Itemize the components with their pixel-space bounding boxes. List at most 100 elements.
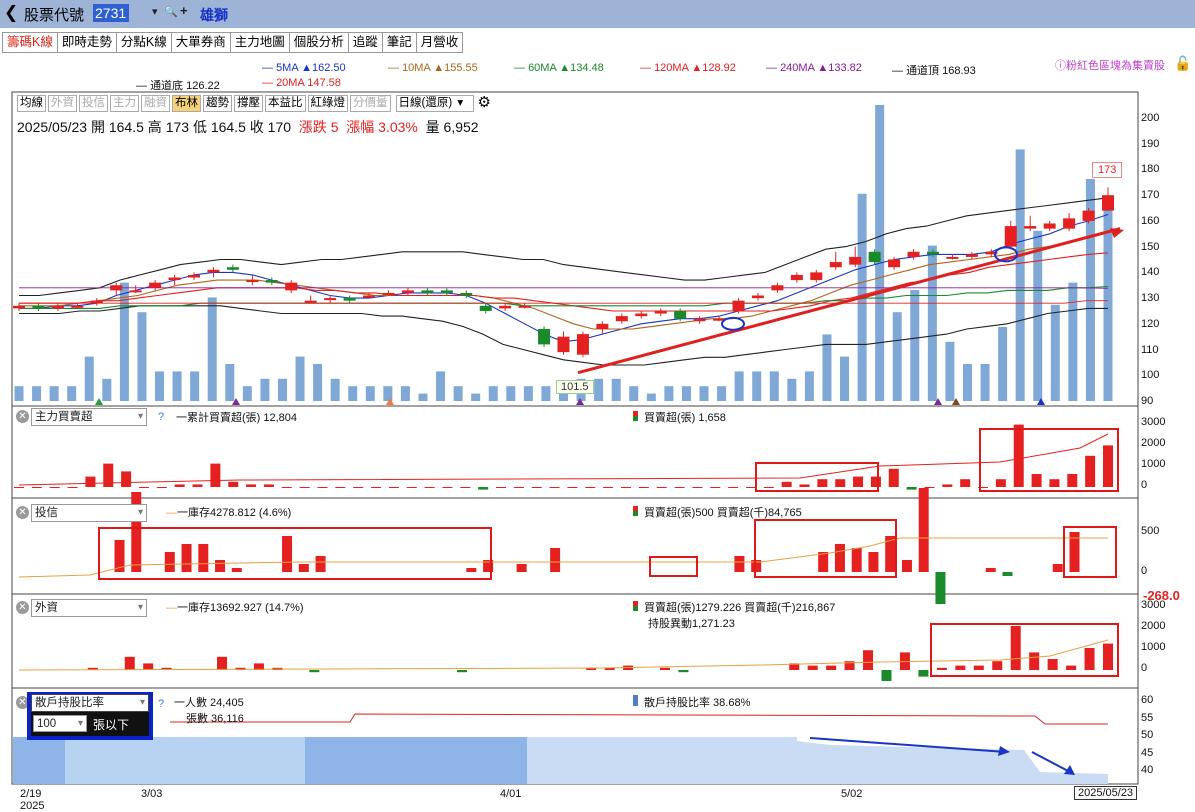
volume-bar — [664, 386, 674, 401]
bar — [315, 556, 326, 572]
tab-large-broker[interactable]: 大單券商 — [171, 32, 231, 53]
period-select[interactable]: 日線(還原) ▾ — [395, 95, 474, 112]
bar — [674, 487, 685, 488]
indicator-select-trust[interactable]: 投信 — [31, 504, 147, 522]
toggle-pe[interactable]: 本益比 — [265, 95, 306, 112]
volume-bar — [471, 393, 481, 401]
toggle-main[interactable]: 主力 — [110, 95, 139, 112]
highlight-box — [98, 527, 492, 580]
close-icon[interactable]: ✕ — [16, 601, 29, 614]
close-icon[interactable]: ✕ — [16, 506, 29, 519]
chevron-left-icon[interactable]: ❮ — [4, 3, 19, 22]
signal-triangle — [934, 398, 942, 405]
toggle-bollinger[interactable]: 布林 — [172, 95, 201, 112]
bar — [217, 656, 228, 670]
candle-body — [32, 305, 45, 309]
bar — [807, 665, 818, 670]
tab-track[interactable]: 追蹤 — [348, 32, 383, 53]
bar — [1069, 532, 1080, 572]
tab-analysis[interactable]: 個股分析 — [289, 32, 349, 53]
people-line — [170, 713, 1108, 725]
bar — [906, 487, 917, 490]
ohlc-readout: 2025/05/23 開 164.5 高 173 低 164.5 收 170 漲… — [17, 119, 479, 135]
indicator-select-main[interactable]: 主力買賣超 — [31, 408, 147, 426]
bar — [942, 484, 953, 487]
volume-bar — [769, 371, 779, 401]
search-icon[interactable]: 🔍 — [164, 6, 178, 18]
candle-body — [51, 305, 64, 309]
legend-ma60: — 60MA ▲134.48 — [514, 62, 604, 74]
volume-bar — [927, 245, 937, 401]
toggle-ma[interactable]: 均線 — [17, 95, 46, 112]
plus-icon[interactable]: + — [180, 3, 188, 18]
candle-body — [421, 290, 434, 293]
toggle-traffic-light[interactable]: 紅綠燈 — [307, 95, 348, 112]
volume-bar — [84, 356, 94, 401]
candle-body — [654, 310, 667, 314]
trust-bar-label: 買賣超(張)500 買賣超(千)84,765 — [633, 504, 802, 520]
bar — [335, 487, 346, 488]
stock-code-input[interactable]: 2731 — [93, 4, 129, 22]
candle-body — [732, 300, 745, 311]
tab-main-map[interactable]: 主力地圖 — [230, 32, 290, 53]
candle-body — [926, 251, 939, 255]
dropdown-icon[interactable]: ▾ — [152, 6, 158, 18]
volume-bar — [330, 378, 340, 401]
axis-tick: 45 — [1141, 746, 1154, 759]
bar — [298, 564, 309, 572]
axis-tick: 90 — [1141, 395, 1154, 407]
threshold-select[interactable]: 100 — [33, 715, 87, 732]
axis-tick: 1000 — [1141, 458, 1166, 470]
help-icon[interactable]: ? — [158, 411, 165, 423]
tab-notes[interactable]: 筆記 — [382, 32, 417, 53]
bar — [87, 667, 98, 670]
candle-body — [713, 318, 726, 321]
tab-monthly-revenue[interactable]: 月營收 — [416, 32, 464, 53]
axis-tick: 1000 — [1141, 641, 1166, 653]
help-icon[interactable]: ? — [158, 698, 165, 710]
annotation-arrow — [1031, 751, 1071, 773]
candle-body — [751, 295, 764, 299]
tab-branch-kline[interactable]: 分點K線 — [116, 32, 172, 53]
toggle-price-volume[interactable]: 分價量 — [350, 95, 391, 112]
volume-bar — [646, 393, 656, 401]
candle-body — [576, 334, 589, 355]
candle-body — [868, 251, 881, 263]
threshold-unit: 張以下 — [93, 718, 130, 732]
volume-bar — [102, 378, 112, 401]
close-icon[interactable]: ✕ — [16, 696, 29, 709]
tab-realtime[interactable]: 即時走勢 — [57, 32, 117, 53]
toggle-margin[interactable]: 融資 — [141, 95, 170, 112]
bar — [728, 487, 739, 488]
bar — [918, 670, 929, 677]
bar — [516, 564, 527, 572]
volume-bar — [910, 290, 920, 401]
toggle-trend[interactable]: 趨勢 — [203, 95, 232, 112]
bar — [210, 463, 221, 487]
bar — [496, 487, 507, 488]
bar — [228, 481, 239, 487]
legend-ma240: — 240MA ▲133.82 — [766, 62, 862, 74]
indicator-select-retail[interactable]: 散戶持股比率 — [31, 694, 149, 712]
toggle-trust[interactable]: 投信 — [79, 95, 108, 112]
volume-bar — [506, 386, 516, 401]
volume-bar — [523, 386, 533, 401]
tab-chip-kline[interactable]: 籌碼K線 — [2, 32, 58, 53]
highlight-box — [1063, 526, 1117, 578]
hint-text: ⓘ粉紅色區塊為集賣股 — [1055, 60, 1165, 72]
foreign-bar-label: 買賣超(張)1279.226 買賣超(千)216,867 — [633, 599, 835, 615]
indicator-select-foreign[interactable]: 外資 — [31, 599, 147, 617]
signal-triangle — [95, 398, 103, 405]
bar — [885, 536, 896, 572]
ma5-line — [19, 213, 1109, 343]
bar — [85, 476, 96, 487]
lock-icon[interactable]: 🔓 — [1174, 55, 1192, 71]
volume-bar — [295, 356, 305, 401]
toggle-foreign[interactable]: 外資 — [48, 95, 77, 112]
toggle-support[interactable]: 撐壓 — [234, 95, 263, 112]
page-title: 股票代號 — [24, 7, 85, 24]
close-icon[interactable]: ✕ — [16, 410, 29, 423]
volume-bar — [67, 386, 77, 401]
gear-icon[interactable]: ⚙ — [475, 94, 493, 112]
